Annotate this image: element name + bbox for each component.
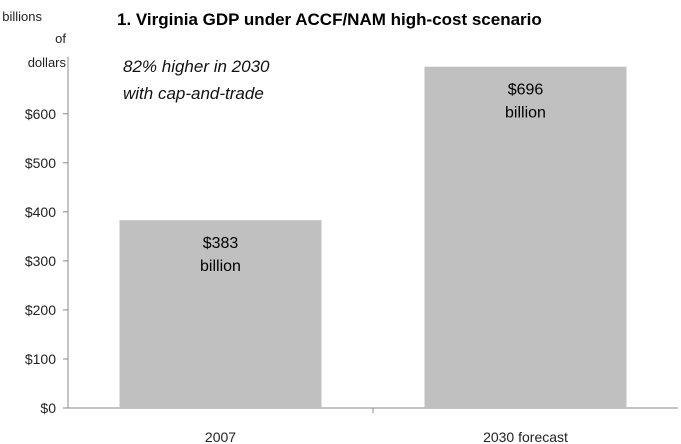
x-tick-label: 2007 (205, 429, 236, 444)
y-tick-label: $200 (25, 302, 56, 318)
bar (424, 66, 627, 408)
y-tick-label: $300 (25, 253, 56, 269)
data-label-value: $696 (508, 82, 544, 99)
data-label-unit: billion (200, 258, 241, 275)
chart-title: 1. Virginia GDP under ACCF/NAM high-cost… (117, 10, 542, 29)
y-tick-label: $500 (25, 155, 56, 171)
data-label-unit: billion (505, 105, 546, 122)
bars (119, 66, 627, 408)
data-label-value: $383 (203, 235, 239, 252)
y-axis-title-line-2: of (55, 31, 66, 46)
x-tick-label: 2030 forecast (483, 429, 568, 444)
y-axis-title: billions of dollars (2, 9, 66, 70)
y-tick-label: $100 (25, 351, 56, 367)
x-tick-labels: 2007 2030 forecast (205, 429, 568, 444)
y-tick-label: $0 (40, 400, 56, 416)
y-axis-title-line-1: billions (2, 9, 42, 24)
y-ticks: $0 $100 $200 $300 $400 $500 $600 (25, 106, 68, 416)
annotation-line-1: 82% higher in 2030 (123, 57, 270, 76)
y-tick-label: $600 (25, 106, 56, 122)
data-labels: $383 billion $696 billion (200, 82, 546, 275)
annotation-line-2: with cap-and-trade (123, 84, 264, 103)
bar (119, 220, 322, 408)
y-tick-label: $400 (25, 204, 56, 220)
y-axis-title-line-3: dollars (28, 55, 67, 70)
